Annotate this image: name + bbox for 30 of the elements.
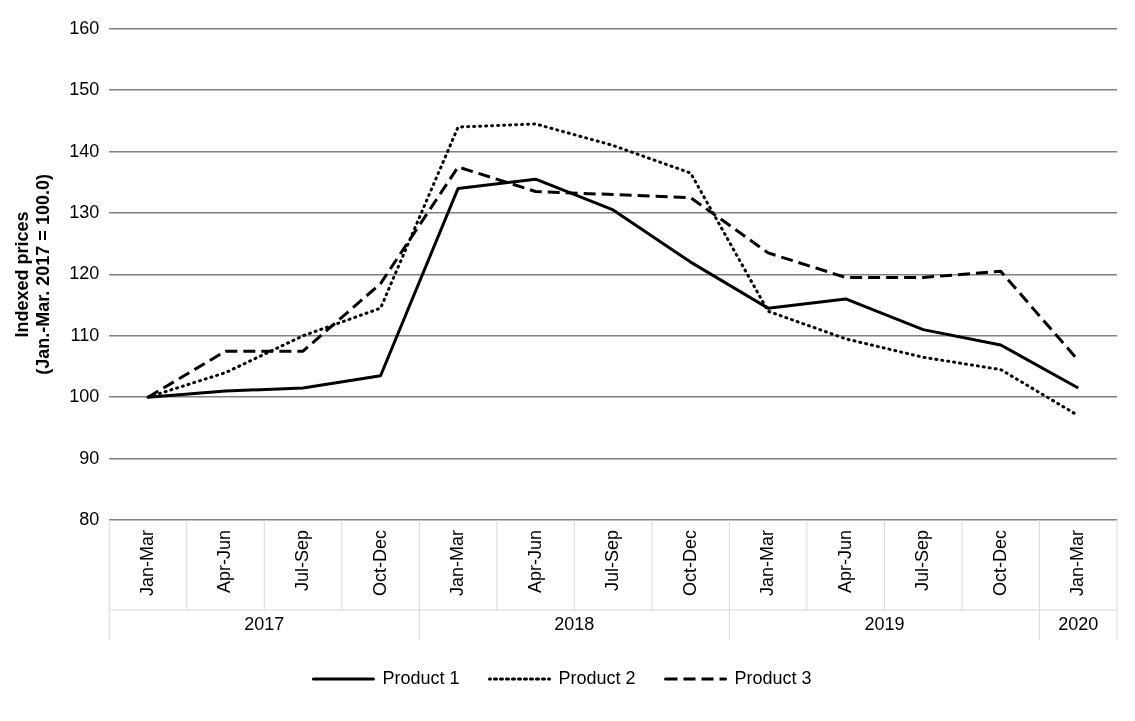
x-tick-label: Jul-Sep: [292, 529, 312, 592]
y-tick-label: 140: [69, 140, 100, 161]
x-tick-label: Jan-Mar: [1067, 529, 1088, 596]
legend-label: Product 3: [734, 667, 812, 688]
x-tick-label: Apr-Jun: [524, 529, 545, 594]
x-tick-label: Jan-Mar: [757, 529, 778, 596]
y-tick-label: 150: [69, 79, 100, 100]
x-tick-label: Jul-Sep: [912, 529, 933, 592]
legend-label: Product 2: [558, 667, 636, 688]
text: 2019: [864, 613, 905, 634]
x-tick-label: Oct-Dec: [369, 529, 390, 596]
x-tick-label: Apr-Jun: [214, 529, 235, 594]
text: 2020: [1058, 613, 1099, 634]
x-tick-label: Apr-Jun: [834, 529, 855, 594]
x-tick-label: Oct-Dec: [679, 529, 700, 596]
y-tick-label: 160: [69, 17, 100, 38]
x-tick-label: Jan-Mar: [136, 529, 157, 596]
y-tick-label: 110: [70, 324, 100, 345]
y-tick-label: 130: [69, 201, 100, 222]
text: 2017: [244, 613, 285, 634]
y-tick-label: 120: [69, 263, 100, 284]
x-tick-label: Jan-Mar: [447, 529, 468, 596]
x-tick-label: Oct-Dec: [989, 529, 1010, 596]
y-tick-label: 80: [79, 508, 100, 529]
y-axis-title: Indexed prices (Jan.-Mar. 2017 = 100.0): [11, 174, 54, 375]
y-tick-label: 90: [79, 447, 100, 468]
y-tick-label: 100: [69, 386, 100, 407]
legend-label: Product 1: [382, 667, 460, 688]
text: 2018: [554, 613, 595, 634]
x-tick-label: Jul-Sep: [602, 529, 623, 592]
